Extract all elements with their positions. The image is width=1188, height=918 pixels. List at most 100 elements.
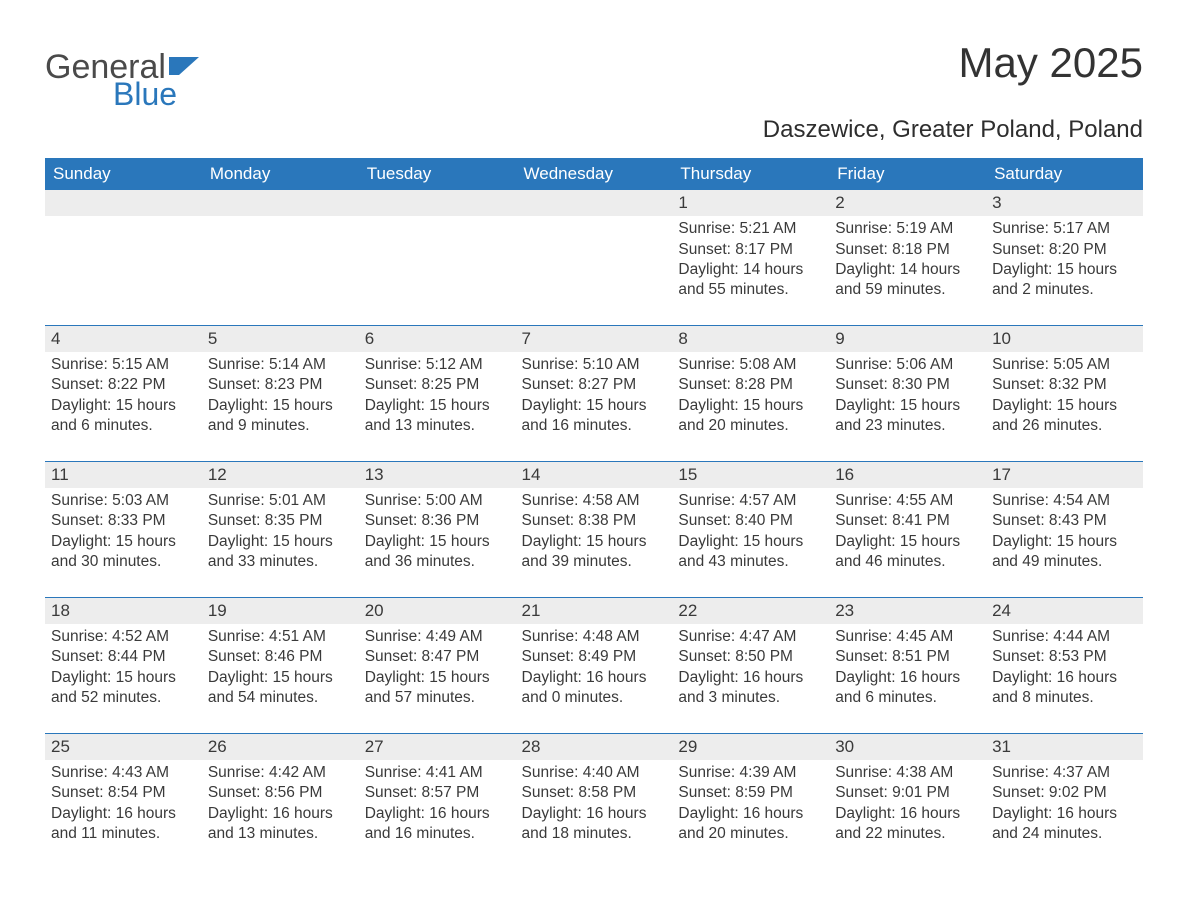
day-number: 31 <box>986 734 1143 760</box>
sunset-line: Sunset: 8:27 PM <box>522 375 667 395</box>
sunset-line: Sunset: 8:51 PM <box>835 647 980 667</box>
day-number: 18 <box>45 598 202 624</box>
calendar-week-row: 18Sunrise: 4:52 AMSunset: 8:44 PMDayligh… <box>45 597 1143 733</box>
day-body: Sunrise: 5:01 AMSunset: 8:35 PMDaylight:… <box>202 488 359 597</box>
sunrise-line: Sunrise: 4:51 AM <box>208 627 353 647</box>
sunset-line: Sunset: 8:56 PM <box>208 783 353 803</box>
daylight-line: Daylight: 15 hours and 57 minutes. <box>365 668 510 709</box>
sunrise-line: Sunrise: 5:12 AM <box>365 355 510 375</box>
calendar-cell: 6Sunrise: 5:12 AMSunset: 8:25 PMDaylight… <box>359 325 516 461</box>
sunrise-line: Sunrise: 5:15 AM <box>51 355 196 375</box>
day-body: Sunrise: 5:15 AMSunset: 8:22 PMDaylight:… <box>45 352 202 461</box>
calendar-cell: 26Sunrise: 4:42 AMSunset: 8:56 PMDayligh… <box>202 733 359 868</box>
daylight-line: Daylight: 15 hours and 20 minutes. <box>678 396 823 437</box>
day-body: Sunrise: 4:41 AMSunset: 8:57 PMDaylight:… <box>359 760 516 869</box>
sunrise-line: Sunrise: 4:58 AM <box>522 491 667 511</box>
weekday-header: Sunday <box>45 158 202 190</box>
calendar-cell: 4Sunrise: 5:15 AMSunset: 8:22 PMDaylight… <box>45 325 202 461</box>
sunrise-line: Sunrise: 5:00 AM <box>365 491 510 511</box>
day-number: 20 <box>359 598 516 624</box>
day-number: 10 <box>986 326 1143 352</box>
daylight-line: Daylight: 15 hours and 33 minutes. <box>208 532 353 573</box>
sunrise-line: Sunrise: 5:19 AM <box>835 219 980 239</box>
sunrise-line: Sunrise: 5:14 AM <box>208 355 353 375</box>
day-body: Sunrise: 4:37 AMSunset: 9:02 PMDaylight:… <box>986 760 1143 869</box>
weekday-header: Friday <box>829 158 986 190</box>
logo: General Blue <box>45 50 199 110</box>
day-body: Sunrise: 5:21 AMSunset: 8:17 PMDaylight:… <box>672 216 829 325</box>
weekday-header: Wednesday <box>516 158 673 190</box>
calendar-cell: 15Sunrise: 4:57 AMSunset: 8:40 PMDayligh… <box>672 461 829 597</box>
daylight-line: Daylight: 15 hours and 36 minutes. <box>365 532 510 573</box>
day-number: 5 <box>202 326 359 352</box>
sunset-line: Sunset: 8:59 PM <box>678 783 823 803</box>
day-number: 22 <box>672 598 829 624</box>
sunrise-line: Sunrise: 4:39 AM <box>678 763 823 783</box>
sunset-line: Sunset: 9:02 PM <box>992 783 1137 803</box>
day-number: 13 <box>359 462 516 488</box>
day-number: 16 <box>829 462 986 488</box>
sunrise-line: Sunrise: 4:47 AM <box>678 627 823 647</box>
sunrise-line: Sunrise: 4:40 AM <box>522 763 667 783</box>
day-body: Sunrise: 4:51 AMSunset: 8:46 PMDaylight:… <box>202 624 359 733</box>
sunrise-line: Sunrise: 4:43 AM <box>51 763 196 783</box>
calendar-cell: 29Sunrise: 4:39 AMSunset: 8:59 PMDayligh… <box>672 733 829 868</box>
calendar-cell: 16Sunrise: 4:55 AMSunset: 8:41 PMDayligh… <box>829 461 986 597</box>
sunrise-line: Sunrise: 4:37 AM <box>992 763 1137 783</box>
sunset-line: Sunset: 8:53 PM <box>992 647 1137 667</box>
day-body: Sunrise: 5:14 AMSunset: 8:23 PMDaylight:… <box>202 352 359 461</box>
calendar-cell: 8Sunrise: 5:08 AMSunset: 8:28 PMDaylight… <box>672 325 829 461</box>
day-body: Sunrise: 4:39 AMSunset: 8:59 PMDaylight:… <box>672 760 829 869</box>
calendar-cell <box>359 190 516 325</box>
sunrise-line: Sunrise: 4:38 AM <box>835 763 980 783</box>
calendar-cell: 21Sunrise: 4:48 AMSunset: 8:49 PMDayligh… <box>516 597 673 733</box>
day-number: 23 <box>829 598 986 624</box>
sunrise-line: Sunrise: 4:48 AM <box>522 627 667 647</box>
day-body: Sunrise: 5:17 AMSunset: 8:20 PMDaylight:… <box>986 216 1143 325</box>
calendar-week-row: 25Sunrise: 4:43 AMSunset: 8:54 PMDayligh… <box>45 733 1143 868</box>
day-number: 7 <box>516 326 673 352</box>
calendar-cell: 18Sunrise: 4:52 AMSunset: 8:44 PMDayligh… <box>45 597 202 733</box>
sunrise-line: Sunrise: 5:01 AM <box>208 491 353 511</box>
calendar-cell: 17Sunrise: 4:54 AMSunset: 8:43 PMDayligh… <box>986 461 1143 597</box>
calendar-week-row: 4Sunrise: 5:15 AMSunset: 8:22 PMDaylight… <box>45 325 1143 461</box>
daylight-line: Daylight: 16 hours and 0 minutes. <box>522 668 667 709</box>
sunrise-line: Sunrise: 5:21 AM <box>678 219 823 239</box>
day-number: 26 <box>202 734 359 760</box>
daylight-line: Daylight: 16 hours and 24 minutes. <box>992 804 1137 845</box>
daylight-line: Daylight: 16 hours and 3 minutes. <box>678 668 823 709</box>
day-body: Sunrise: 5:03 AMSunset: 8:33 PMDaylight:… <box>45 488 202 597</box>
daylight-line: Daylight: 16 hours and 16 minutes. <box>365 804 510 845</box>
daylight-line: Daylight: 16 hours and 13 minutes. <box>208 804 353 845</box>
day-number: 30 <box>829 734 986 760</box>
day-number: 21 <box>516 598 673 624</box>
sunset-line: Sunset: 8:38 PM <box>522 511 667 531</box>
sunset-line: Sunset: 8:46 PM <box>208 647 353 667</box>
day-body: Sunrise: 4:49 AMSunset: 8:47 PMDaylight:… <box>359 624 516 733</box>
calendar-cell <box>516 190 673 325</box>
day-body <box>516 216 673 316</box>
calendar-header: SundayMondayTuesdayWednesdayThursdayFrid… <box>45 158 1143 190</box>
day-body: Sunrise: 4:42 AMSunset: 8:56 PMDaylight:… <box>202 760 359 869</box>
calendar-document: General Blue May 2025 Daszewice, Greater… <box>0 0 1188 909</box>
day-number: 14 <box>516 462 673 488</box>
day-number: 17 <box>986 462 1143 488</box>
sunset-line: Sunset: 8:40 PM <box>678 511 823 531</box>
weekday-header: Tuesday <box>359 158 516 190</box>
day-number: 6 <box>359 326 516 352</box>
day-number <box>359 190 516 216</box>
weekday-header: Thursday <box>672 158 829 190</box>
calendar-cell: 28Sunrise: 4:40 AMSunset: 8:58 PMDayligh… <box>516 733 673 868</box>
day-body: Sunrise: 5:00 AMSunset: 8:36 PMDaylight:… <box>359 488 516 597</box>
calendar-cell: 9Sunrise: 5:06 AMSunset: 8:30 PMDaylight… <box>829 325 986 461</box>
sunrise-line: Sunrise: 5:10 AM <box>522 355 667 375</box>
day-number: 1 <box>672 190 829 216</box>
sunrise-line: Sunrise: 4:49 AM <box>365 627 510 647</box>
day-number: 12 <box>202 462 359 488</box>
day-body: Sunrise: 5:12 AMSunset: 8:25 PMDaylight:… <box>359 352 516 461</box>
daylight-line: Daylight: 16 hours and 8 minutes. <box>992 668 1137 709</box>
weekday-header: Monday <box>202 158 359 190</box>
sunrise-line: Sunrise: 5:06 AM <box>835 355 980 375</box>
calendar-cell: 13Sunrise: 5:00 AMSunset: 8:36 PMDayligh… <box>359 461 516 597</box>
daylight-line: Daylight: 16 hours and 20 minutes. <box>678 804 823 845</box>
